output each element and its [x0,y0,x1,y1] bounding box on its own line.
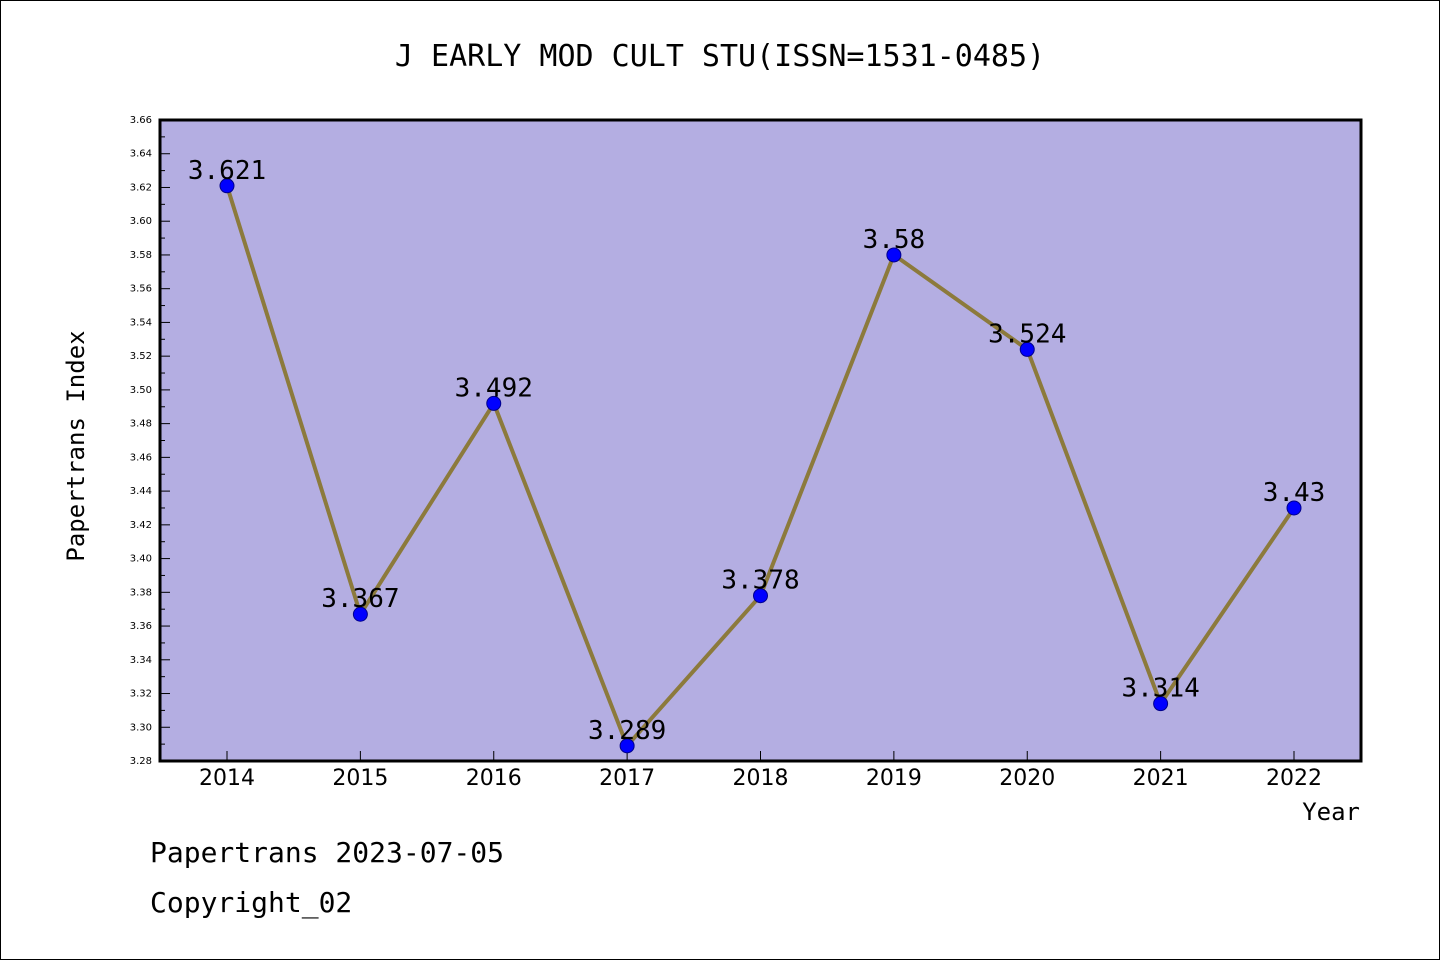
y-axis-ticks: 3.28 3.30 3.32 3.34 3.36 3.38 3.40 3.42 3.44 3.46… [130,115,170,767]
y-tick-label: 3.52 [130,351,152,362]
footer-date: Papertrans 2023-07-05 [150,836,505,869]
data-point [619,738,635,754]
x-tick-label: 2017 [599,766,655,791]
footer-copyright: Copyright_02 [150,886,353,919]
data-label: 3.314 [1121,674,1199,704]
data-point [219,178,235,194]
x-tick-label: 2014 [199,766,255,791]
x-tick-label: 2015 [332,766,388,791]
y-tick-label: 3.32 [130,689,152,700]
y-tick-label: 3.44 [130,486,152,497]
data-label: 3.378 [721,566,799,596]
y-tick-label: 3.64 [130,149,152,160]
y-tick-label: 3.62 [130,182,152,193]
chart-title: J EARLY MOD CULT STU(ISSN=1531-0485) [395,39,1045,74]
x-tick-label: 2020 [999,766,1055,791]
x-tick-label: 2021 [1133,766,1189,791]
data-label: 3.492 [455,373,533,403]
data-point [886,247,902,263]
data-point [1153,696,1169,712]
y-tick-label: 3.30 [130,722,152,733]
x-tick-label: 2016 [466,766,522,791]
data-label: 3.58 [863,225,926,255]
x-tick-label: 2022 [1266,766,1322,791]
y-tick-label: 3.54 [130,317,152,328]
plot-area [158,118,1363,763]
y-tick-label: 3.42 [130,520,152,531]
y-tick-label: 3.60 [130,216,152,227]
data-label: 3.524 [988,319,1066,349]
y-tick-label: 3.48 [130,419,152,430]
y-tick-label: 3.40 [130,554,152,565]
y-tick-label: 3.34 [130,655,152,666]
data-label: 3.621 [188,156,266,186]
y-tick-label: 3.58 [130,250,152,261]
y-tick-label: 3.56 [130,284,152,295]
y-tick-label: 3.66 [130,115,152,126]
data-label: 3.367 [321,584,399,614]
data-label: 3.43 [1263,478,1326,508]
y-tick-label: 3.46 [130,452,152,463]
data-markers [219,178,1302,754]
data-point [1019,341,1035,357]
y-tick-label: 3.36 [130,621,152,632]
x-tick-label: 2019 [866,766,922,791]
data-point [753,588,768,604]
data-label: 3.289 [588,716,666,746]
x-tick-label: 2018 [733,766,789,791]
data-point [352,606,368,622]
x-axis-ticks: 2014 2015 2016 2017 2018 2019 2020 2021 2022 [199,751,1322,791]
y-tick-label: 3.38 [130,587,152,598]
data-point [1286,500,1302,516]
y-tick-label: 3.28 [130,756,152,767]
y-tick-label: 3.50 [130,385,152,396]
x-axis-label: Year [1302,798,1360,826]
y-axis-label: Papertrans Index [62,330,90,561]
data-labels: 3.621 3.367 3.492 3.289 3.378 3.58 3.524 3.314 3… [188,156,1325,746]
data-point [486,395,502,411]
